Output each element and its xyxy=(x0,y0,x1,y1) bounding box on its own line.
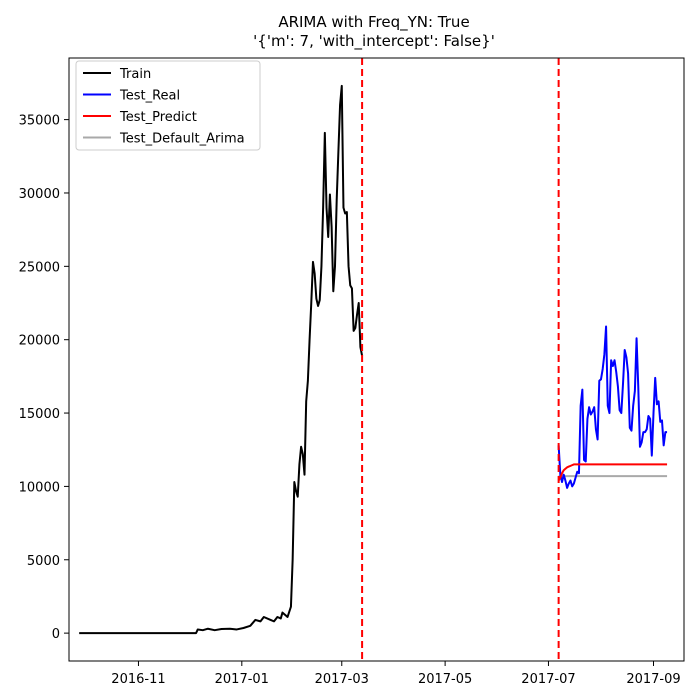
plot-frame xyxy=(68,57,685,662)
legend-label-test-predict: Test_Predict xyxy=(119,110,197,125)
y-tick-label: 35000 xyxy=(19,114,60,129)
chart-title-line-1: ARIMA with Freq_YN: True xyxy=(278,13,469,32)
x-tick-label: 2016-11 xyxy=(111,672,165,687)
x-tick-label: 2017-05 xyxy=(418,672,472,687)
y-tick-label: 20000 xyxy=(19,334,60,349)
legend-label-train: Train xyxy=(119,67,151,82)
chart-title-line-2: '{'m': 7, 'with_intercept': False}' xyxy=(253,32,495,51)
legend: Train Test_Real Test_Predict Test_Default_A… xyxy=(75,60,261,151)
series-line-test-predict xyxy=(557,463,668,482)
x-tick-label: 2017-07 xyxy=(521,672,575,687)
x-tick-label: 2017-01 xyxy=(215,672,269,687)
y-axis: 0 5000 10000 15000 20000 25000 30000 35000 xyxy=(19,114,69,642)
x-tick-label: 2017-03 xyxy=(315,672,369,687)
x-tick-label: 2017-09 xyxy=(626,672,680,687)
y-tick-label: 25000 xyxy=(19,260,60,275)
plot-area xyxy=(79,58,668,661)
legend-box xyxy=(75,60,261,151)
series-line-test-real xyxy=(557,325,668,489)
series-line-train xyxy=(79,84,364,635)
y-tick-label: 15000 xyxy=(19,407,60,422)
y-tick-label: 10000 xyxy=(19,480,60,495)
y-tick-label: 0 xyxy=(52,627,60,642)
x-axis: 2016-11 2017-01 2017-03 2017-05 2017-07 2017-… xyxy=(111,661,681,687)
y-tick-label: 30000 xyxy=(19,187,60,202)
y-tick-label: 5000 xyxy=(27,554,60,569)
legend-label-test-real: Test_Real xyxy=(119,89,180,104)
legend-label-test-default-arima: Test_Default_Arima xyxy=(119,132,245,147)
